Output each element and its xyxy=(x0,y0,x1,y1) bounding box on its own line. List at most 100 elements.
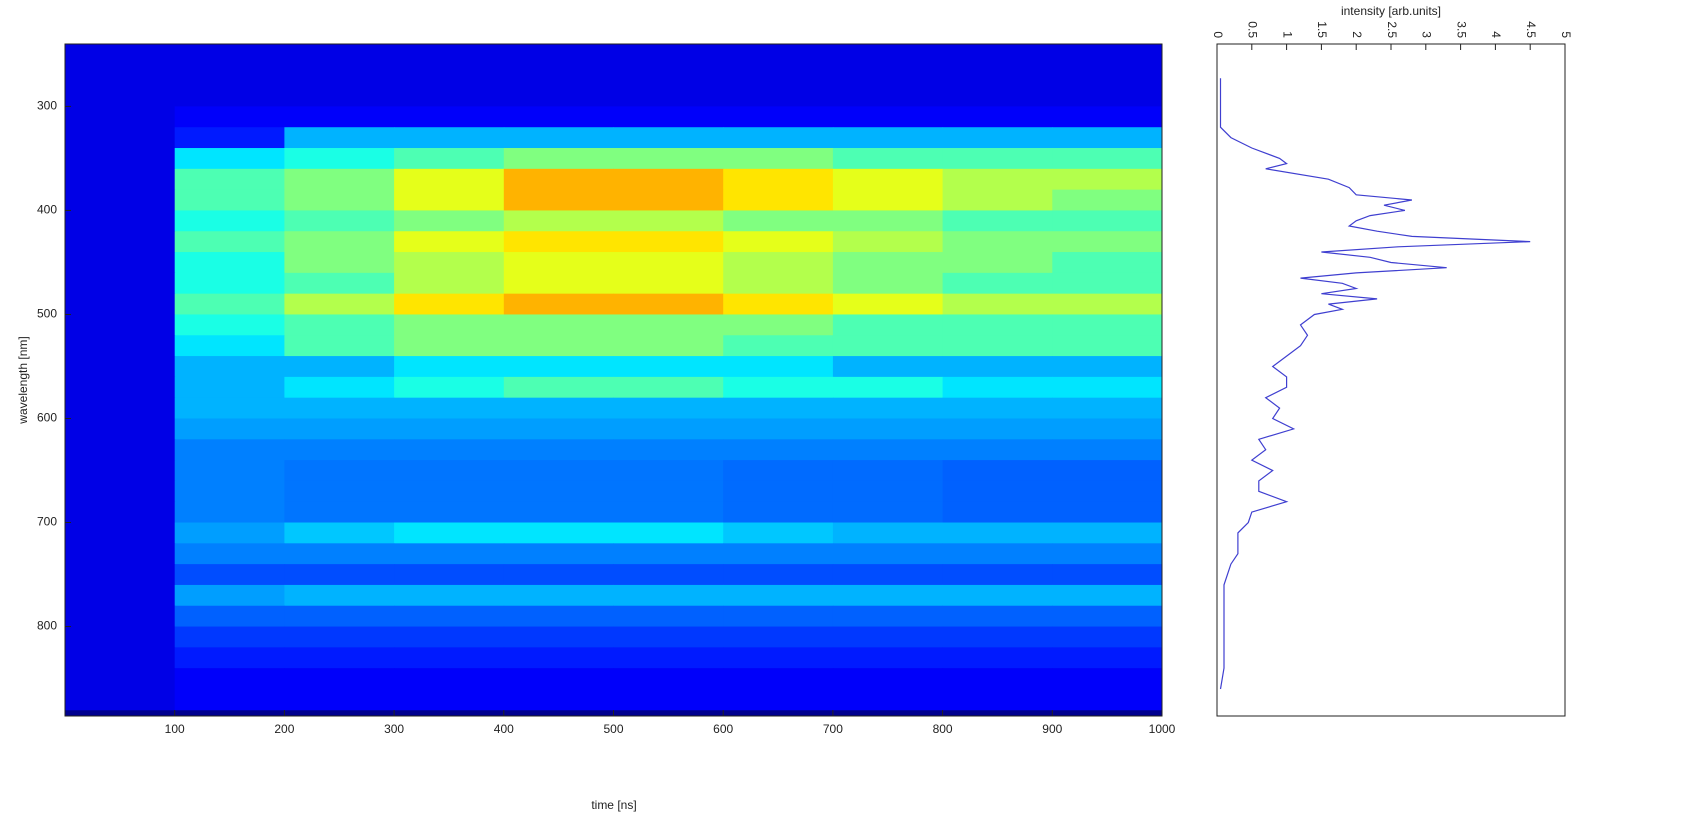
heatmap-cell xyxy=(503,272,614,295)
heatmap-cell xyxy=(832,231,944,253)
heatmap-cell xyxy=(65,460,176,482)
heatmap-cell xyxy=(174,106,285,128)
heatmap-cell xyxy=(65,501,176,524)
heatmap-cell xyxy=(723,64,834,87)
heatmap-cell xyxy=(723,543,834,565)
heatmap-cell xyxy=(503,189,614,211)
heatmap-cell xyxy=(65,647,176,669)
y-tick-label: 500 xyxy=(37,307,57,321)
heatmap-cell xyxy=(1052,148,1163,170)
heatmap-cell xyxy=(174,210,285,232)
heatmap-cell xyxy=(832,44,944,66)
heatmap-cell xyxy=(1052,397,1163,419)
heatmap-cell xyxy=(613,647,724,669)
heatmap-cell xyxy=(832,418,944,440)
heatmap-cell xyxy=(503,668,614,690)
heatmap-cell xyxy=(503,127,614,149)
heatmap-cell xyxy=(394,688,505,711)
heatmap-cell xyxy=(1052,64,1163,87)
heatmap-cell xyxy=(174,647,285,669)
x-tick-label: 3 xyxy=(1420,31,1434,38)
heatmap-cell xyxy=(503,85,614,107)
heatmap-cell xyxy=(832,668,944,690)
heatmap-cell xyxy=(1052,210,1163,232)
heatmap-cell xyxy=(65,210,176,232)
heatmap-cell xyxy=(1052,85,1163,107)
heatmap-cell xyxy=(723,231,834,253)
heatmap-cell xyxy=(284,688,395,711)
heatmap-cell xyxy=(65,168,176,191)
heatmap-cell xyxy=(832,397,944,419)
heatmap-cell xyxy=(942,480,1053,503)
heatmap-cell xyxy=(503,106,614,128)
heatmap-cell xyxy=(1052,356,1163,378)
heatmap-cell xyxy=(613,605,724,628)
x-tick-label: 800 xyxy=(933,722,953,736)
heatmap-cell xyxy=(1052,688,1163,711)
heatmap-cell xyxy=(503,252,614,274)
heatmap-cell xyxy=(284,293,395,315)
heatmap-cell xyxy=(942,688,1053,711)
heatmap-cell xyxy=(174,148,285,170)
heatmap-cell xyxy=(394,168,505,191)
heatmap-cell xyxy=(942,314,1053,336)
heatmap-cell xyxy=(1052,647,1163,669)
x-tick-label: 100 xyxy=(165,722,185,736)
heatmap-cell xyxy=(65,564,176,586)
heatmap-cell xyxy=(284,605,395,628)
heatmap-cell xyxy=(723,252,834,274)
heatmap-cell xyxy=(723,418,834,440)
heatmap-cell xyxy=(1052,127,1163,149)
heatmap-cell xyxy=(174,460,285,482)
heatmap-cell xyxy=(723,210,834,232)
heatmap-cell xyxy=(723,335,834,357)
heatmap-cell xyxy=(1052,543,1163,565)
heatmap-cell xyxy=(723,85,834,107)
heatmap-cell xyxy=(394,647,505,669)
heatmap-cell xyxy=(284,189,395,211)
heatmap-cell xyxy=(613,231,724,253)
heatmap-cell xyxy=(284,314,395,336)
heatmap-cell xyxy=(284,210,395,232)
y-tick-label: 400 xyxy=(37,203,57,217)
heatmap-cell xyxy=(65,127,176,149)
heatmap-cell xyxy=(174,231,285,253)
heatmap-cell xyxy=(503,44,614,66)
heatmap-cell xyxy=(613,626,724,648)
heatmap-cell xyxy=(394,210,505,232)
heatmap-cell xyxy=(723,647,834,669)
heatmap-cell xyxy=(503,335,614,357)
heatmap-cell xyxy=(942,439,1053,461)
heatmap-cell xyxy=(394,626,505,648)
heatmap-cell xyxy=(942,647,1053,669)
heatmap-cell xyxy=(832,335,944,357)
heatmap-cell xyxy=(942,148,1053,170)
heatmap-cell xyxy=(1052,439,1163,461)
heatmap-cell xyxy=(832,64,944,87)
heatmap-cell xyxy=(394,127,505,149)
heatmap-cell xyxy=(723,44,834,66)
heatmap-cell xyxy=(174,543,285,565)
x-tick-label: 2 xyxy=(1350,31,1364,38)
x-tick-label: 500 xyxy=(603,722,623,736)
heatmap-cell xyxy=(723,605,834,628)
heatmap-cell xyxy=(723,293,834,315)
heatmap-cell xyxy=(503,293,614,315)
heatmap-cell xyxy=(394,543,505,565)
heatmap-cell xyxy=(65,44,176,66)
x-tick-label: 600 xyxy=(713,722,733,736)
heatmap-cell xyxy=(1052,501,1163,524)
heatmap-cell xyxy=(284,272,395,295)
heatmap-cell xyxy=(832,626,944,648)
heatmap-cell xyxy=(1052,106,1163,128)
heatmap-cell xyxy=(613,64,724,87)
heatmap-cell xyxy=(832,647,944,669)
heatmap-cell xyxy=(65,543,176,565)
heatmap-cell xyxy=(284,335,395,357)
heatmap-cell xyxy=(174,376,285,399)
heatmap-cell xyxy=(613,85,724,107)
heatmap-cell xyxy=(284,148,395,170)
heatmap-cell xyxy=(394,272,505,295)
heatmap-cell xyxy=(503,168,614,191)
heatmap-cell xyxy=(65,480,176,503)
